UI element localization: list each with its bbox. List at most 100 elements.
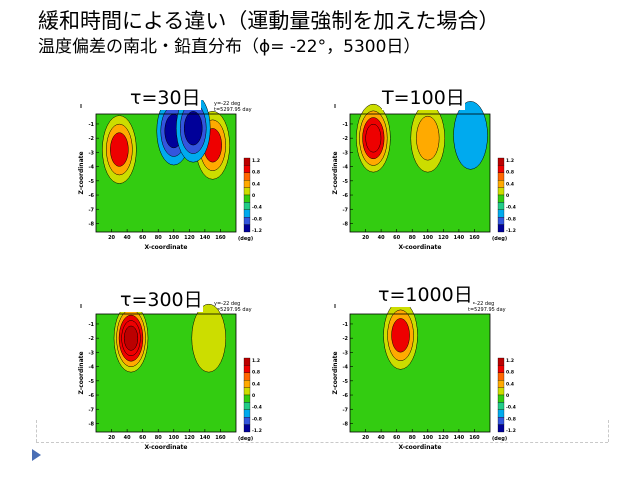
y-tick-label: -3 (342, 150, 348, 156)
x-tick-label: 160 (215, 435, 226, 441)
colorbar-segment (243, 424, 251, 433)
x-tick-label: 60 (393, 235, 400, 241)
y-tick-label: -4 (342, 365, 348, 371)
colorbar-segment (497, 402, 505, 410)
colorbar-segment (243, 224, 251, 233)
x-tick-label: 20 (362, 435, 369, 441)
x-axis-label: X-coordinate (145, 444, 188, 451)
colorbar-label: 0.8 (506, 370, 514, 376)
colorbar-segment (243, 387, 251, 396)
x-tick-label: 40 (124, 435, 131, 441)
colorbar-label: 0.8 (506, 170, 514, 176)
colorbar-label: -0.4 (252, 205, 262, 211)
colorbar-segment (243, 180, 251, 188)
colorbar-segment (497, 417, 505, 425)
colorbar-segment (497, 357, 505, 366)
colorbar-label: 1.2 (506, 358, 514, 364)
y-tick-label: -7 (342, 407, 348, 413)
x-tick-label: 100 (423, 435, 434, 441)
colorbar-segment (243, 409, 251, 418)
y-tick-label: -6 (88, 393, 94, 399)
plot-frame (95, 113, 237, 233)
colorbar-label: 0.4 (252, 181, 260, 187)
y-axis-label: Z-coordinate (78, 151, 85, 194)
colorbar-segment (497, 387, 505, 396)
plot-title-2: T=100日 (382, 83, 465, 110)
colorbar-segment (243, 394, 251, 403)
colorbar-label: 0 (252, 193, 255, 199)
x-tick-label: 160 (469, 435, 480, 441)
x-tick-label: 80 (155, 435, 162, 441)
contour-region (191, 303, 227, 373)
x-tick-label: 140 (454, 235, 465, 241)
y-tick-label: -7 (88, 407, 94, 413)
colorbar-segment (497, 187, 505, 196)
x-tick-label: 80 (409, 235, 416, 241)
colorbar-label: -0.4 (506, 405, 516, 411)
slide-title: 緩和時間による違い（運動量強制を加えた場合） (38, 9, 500, 33)
y-tick-label: -8 (342, 421, 348, 427)
colorbar-label: -0.4 (506, 205, 516, 211)
colorbar-label: 1.2 (506, 158, 514, 164)
x-tick-label: 40 (378, 235, 385, 241)
colorbar-segment (497, 172, 505, 181)
colorbar-segment (243, 402, 251, 410)
y-tick-label: -5 (342, 379, 348, 385)
colorbar-label: 0.4 (506, 181, 514, 187)
x-tick-label: 100 (169, 235, 180, 241)
colorbar-label: -1.2 (506, 428, 516, 434)
y-tick-label: -8 (88, 221, 94, 227)
colorbar-label: 0 (506, 393, 509, 399)
colorbar-segment (243, 417, 251, 425)
y-tick-label: -2 (342, 136, 348, 142)
header-info: t=5297.95 day (468, 307, 506, 313)
colorbar-label: -1.2 (252, 228, 262, 234)
x-tick-label: 140 (200, 235, 211, 241)
colorbar-segment (243, 172, 251, 181)
x-tick-label: 80 (409, 435, 416, 441)
y-tick-label: -7 (342, 207, 348, 213)
y-tick-label: -4 (88, 165, 94, 171)
x-tick-label: 40 (378, 435, 385, 441)
colorbar-label: -0.8 (506, 216, 516, 222)
contour-region (391, 318, 410, 353)
x-tick-label: 100 (169, 435, 180, 441)
colorbar-segment (497, 224, 505, 233)
y-tick-label: -5 (88, 179, 94, 185)
y-axis-label: Z-coordinate (332, 351, 339, 394)
y-tick-label: -1 (88, 122, 94, 128)
colorbar-segment (497, 409, 505, 418)
colorbar-segment (243, 380, 251, 388)
y-tick-label: -2 (88, 336, 94, 342)
contour-region (183, 111, 203, 146)
y-tick-label: -8 (88, 421, 94, 427)
plot-frame (95, 313, 237, 433)
colorbar-segment (243, 194, 251, 203)
y-tick-label: -3 (342, 350, 348, 356)
x-unit-label: (deg) (238, 236, 253, 242)
x-tick-label: 40 (124, 235, 131, 241)
plot-title-1: τ=30日 (130, 83, 201, 110)
y-tick-label: -6 (342, 393, 348, 399)
colorbar-label: 0 (506, 193, 509, 199)
plot-panel-2: Ⅱ -1 -2 -3 -4 -5 -6 -7 -8 20 40 60 80 100 120 140 160 (de… (332, 100, 517, 255)
x-tick-label: 80 (155, 235, 162, 241)
x-unit-label: (deg) (238, 436, 253, 442)
slide-divider-left (36, 420, 37, 442)
colorbar-segment (497, 194, 505, 203)
plot-title-3: τ=300日 (120, 285, 203, 312)
colorbar-segment (497, 180, 505, 188)
field-background (350, 314, 490, 432)
header-info: t=5297.95 day (214, 107, 252, 113)
y-tick-label: -2 (342, 336, 348, 342)
colorbar-label: 0.4 (506, 381, 514, 387)
x-unit-label: (deg) (492, 436, 507, 442)
slide-divider (36, 442, 608, 443)
colorbar-segment (243, 157, 251, 166)
y-tick-label: -7 (88, 207, 94, 213)
colorbar-label: 0.4 (252, 381, 260, 387)
colorbar-label: -0.8 (252, 416, 262, 422)
